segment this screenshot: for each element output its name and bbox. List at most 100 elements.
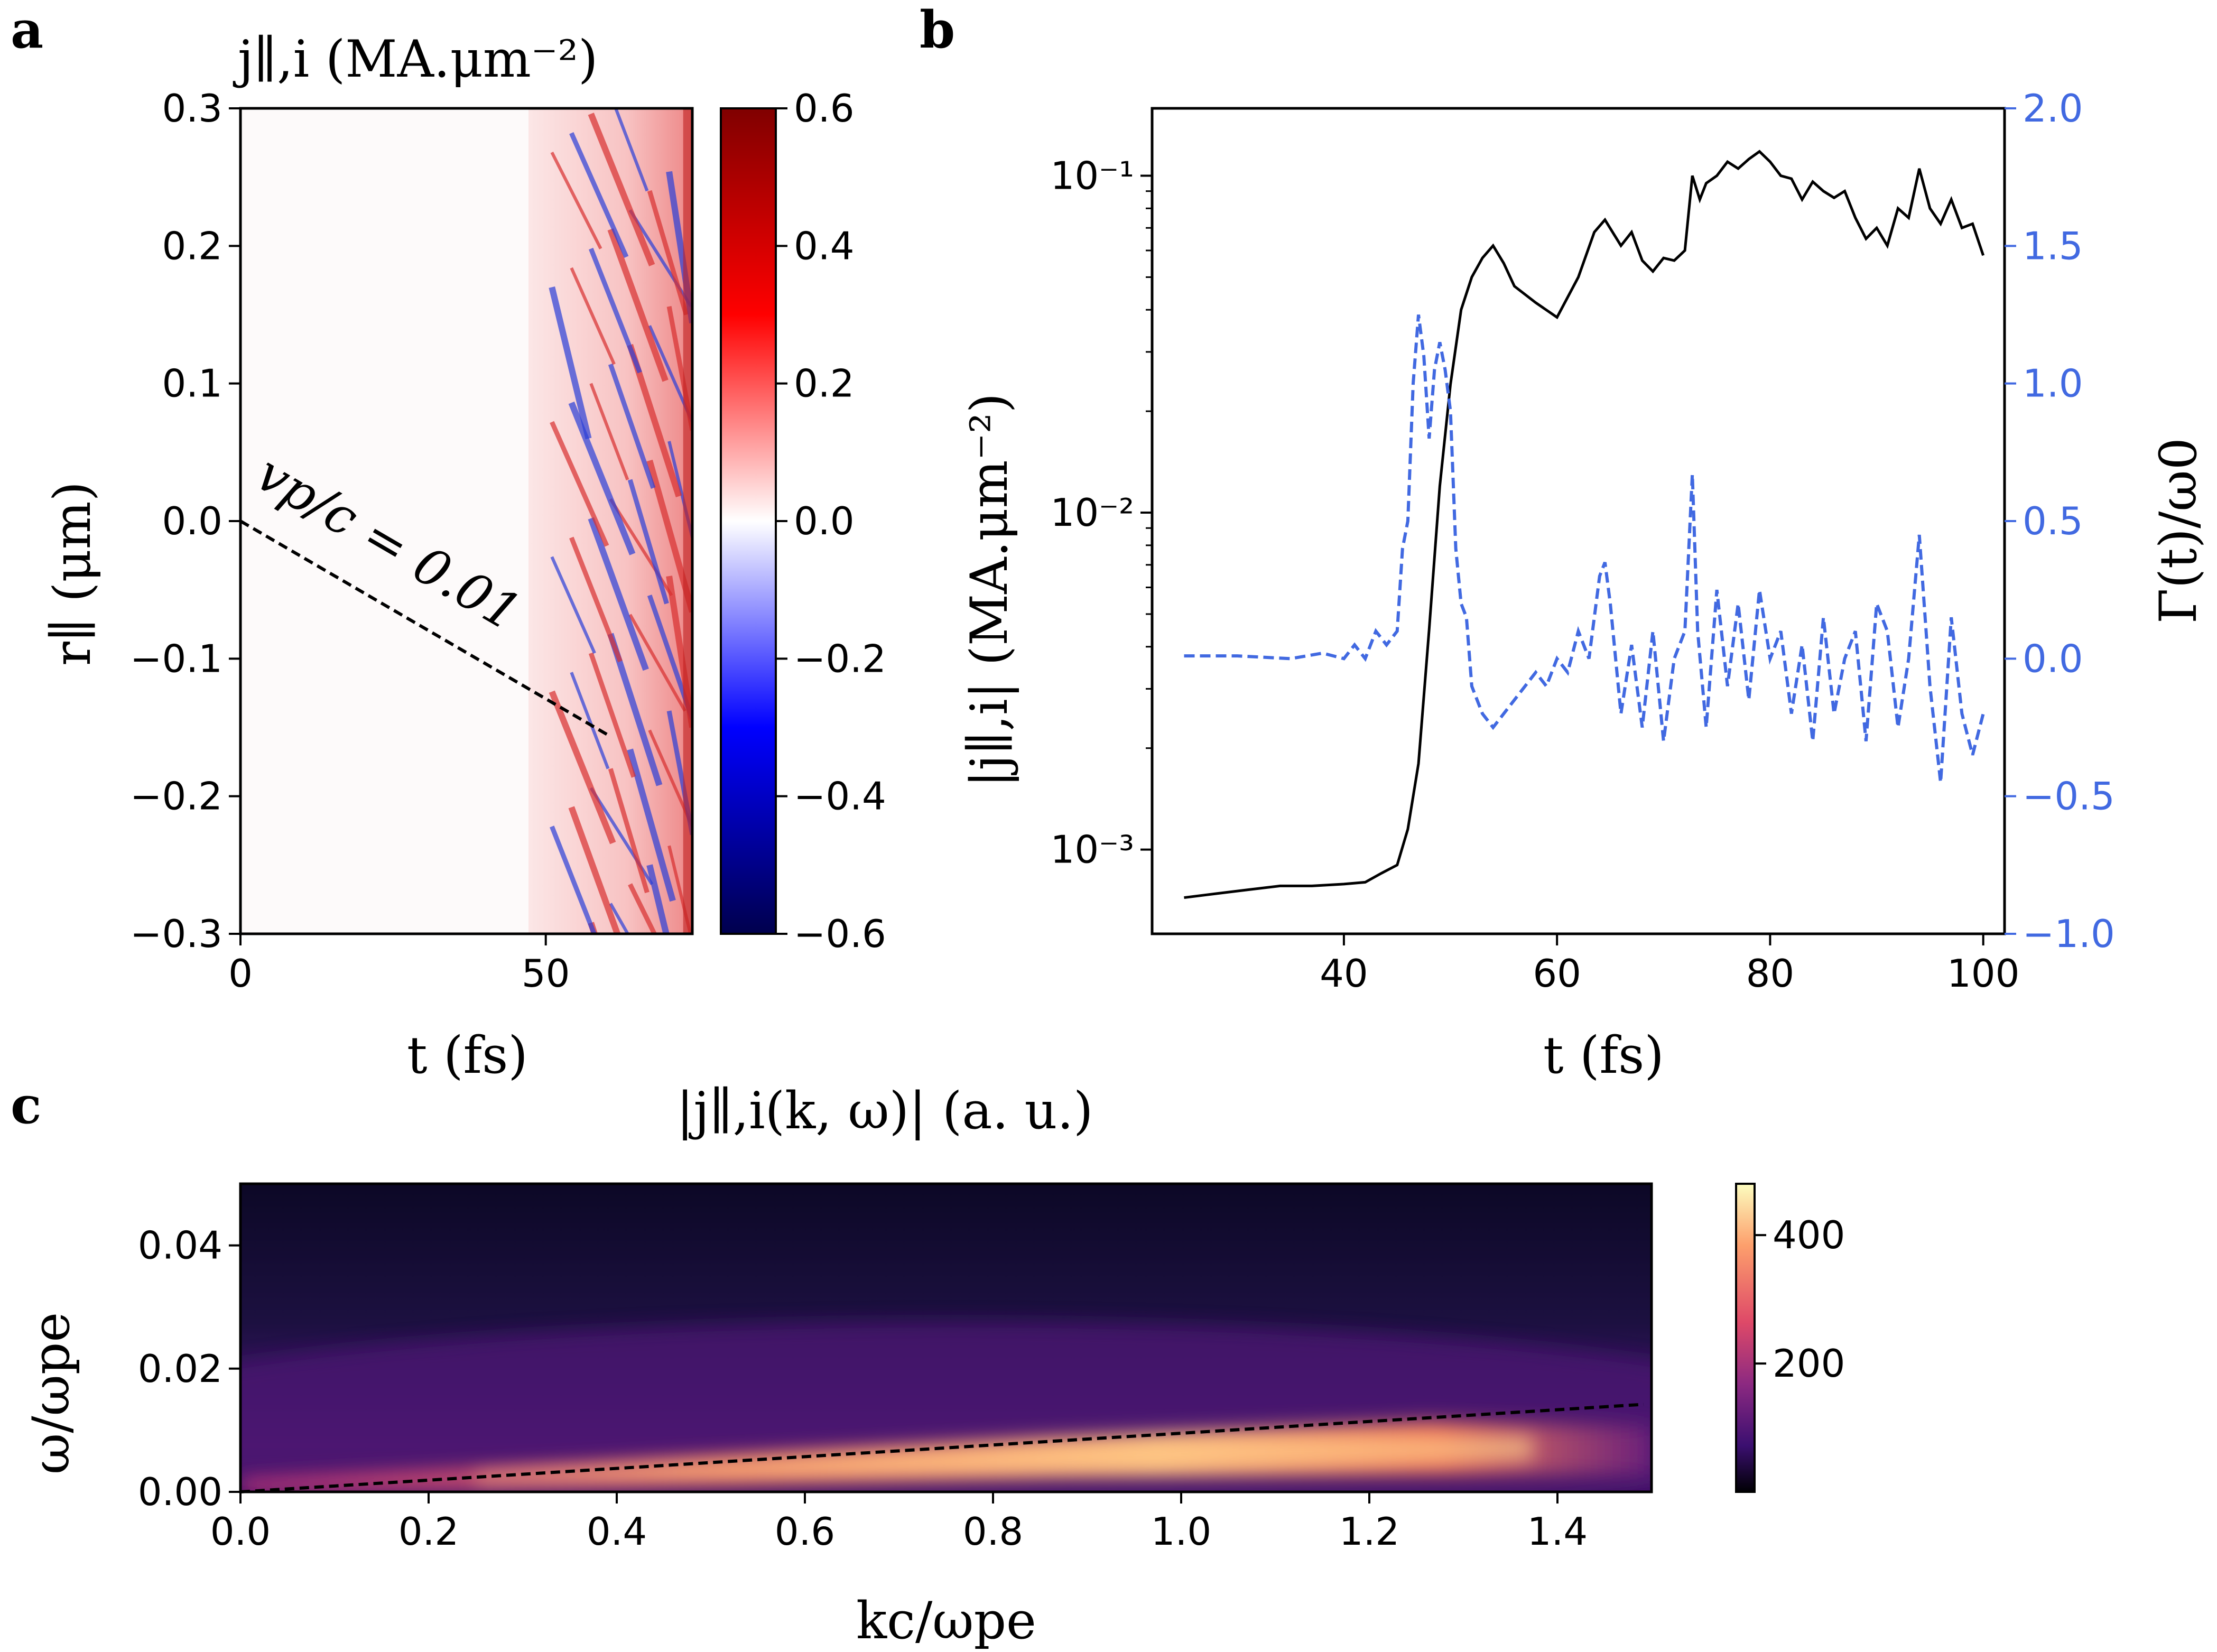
panel-a-striation	[570, 672, 610, 769]
panel-b-ytick-left-label: 10⁻³	[1051, 828, 1134, 872]
panel-c-xtick-label: 0.6	[775, 1509, 836, 1554]
panel-a-xlabel: t (fs)	[407, 1026, 528, 1085]
panel-b-ytick-right-label: 1.0	[2023, 361, 2083, 406]
panel-c-ytick-label: 0.00	[138, 1470, 222, 1514]
panel-b-ytick-right-label: 0.0	[2023, 636, 2083, 681]
panel-a-striations	[549, 108, 692, 1066]
panel-c-ylabel: ω/ωpe	[22, 1312, 81, 1474]
panel-c-dispersion-line	[240, 1403, 1644, 1493]
panel-a-striation	[609, 903, 630, 934]
panel-b-ylabel-left: |j∥,i| (MA.μm⁻²)	[960, 393, 1019, 787]
panel-b-ylabel-right: Γ(t)/ω0	[2149, 438, 2208, 624]
panel-a-striation	[608, 768, 650, 894]
panel-a-striation	[549, 690, 616, 844]
panel-a-striation	[607, 228, 669, 382]
panel-a-ytick-label: 0.1	[162, 361, 222, 406]
panel-a-striation	[646, 864, 670, 934]
panel-a-cbar-label: 0.0	[794, 499, 855, 543]
panel-a-axes: 0 50 −0.3 −0.2 −0.1 0.0 0.1 0.2 0.3	[130, 86, 570, 996]
panel-b-ytick-right-label: 0.5	[2023, 499, 2083, 543]
panel-b-letter: b	[920, 0, 955, 60]
panel-a-cbar-label: 0.6	[794, 86, 855, 131]
panel-c-ytick-label: 0.04	[138, 1223, 222, 1268]
panel-a-striation	[569, 132, 629, 258]
panel-b-xtick-label: 80	[1746, 951, 1795, 996]
panel-a-ytick-label: −0.1	[130, 636, 222, 681]
panel-c-cbar-label: 400	[1773, 1213, 1845, 1257]
panel-a-cbar-label: −0.2	[794, 636, 886, 681]
series-current-magnitude	[1184, 150, 1985, 899]
panel-b-xtick-label: 100	[1947, 951, 2019, 996]
panel-c-xtick-label: 1.2	[1339, 1509, 1400, 1554]
panel-c-title: |j∥,i(k, ω)| (a. u.)	[676, 1081, 1093, 1140]
panel-b: 40 60 80 100 10⁻¹ 10⁻² 10⁻³ 2.0 1.5 1.0 0.5 0.0 −0.5…	[960, 86, 2208, 1085]
panel-b-ytick-left-label: 10⁻¹	[1051, 154, 1134, 198]
panel-a-striation	[550, 151, 602, 249]
panel-c-letter: c	[11, 1075, 41, 1135]
panel-b-xlabel: t (fs)	[1543, 1026, 1664, 1085]
panel-b-frame	[1151, 107, 2006, 935]
panel-a-striation	[568, 401, 636, 555]
panel-a-ylabel: r∥ (μm)	[43, 481, 102, 666]
panel-a-striation	[627, 479, 669, 605]
panel-a-cbar-label: 0.4	[794, 224, 855, 268]
panel-a-striation	[550, 421, 609, 547]
panel-c-xtick-label: 0.8	[963, 1509, 1024, 1554]
panel-a-striation	[588, 517, 649, 671]
panel-b-ytick-right-label: 1.5	[2023, 224, 2083, 268]
panel-a-ytick-label: −0.3	[130, 912, 222, 956]
panel-a-cbar-label: −0.6	[794, 912, 886, 956]
panel-a-cbar-label: −0.4	[794, 774, 886, 819]
panel-c-xtick-label: 0.2	[398, 1509, 459, 1554]
panel-a-xtick-label: 50	[522, 951, 570, 996]
panel-a-striation	[647, 190, 689, 315]
panel-c-colorbar-ticks: 400 200	[1755, 1213, 1845, 1386]
panel-a-striation	[608, 363, 656, 489]
vp-annotation-line	[239, 519, 608, 736]
panel-a-striation	[628, 614, 687, 712]
panel-a-colorbar	[720, 107, 777, 935]
panel-c-heatmap	[240, 1184, 1652, 1492]
panel-a-striation	[570, 267, 616, 365]
panel-a-ytick-label: −0.2	[130, 774, 222, 819]
panel-c-xlabel: kc/ωpe	[856, 1591, 1036, 1650]
panel-c-ytick-label: 0.02	[138, 1347, 222, 1391]
panel-a-striation	[588, 922, 598, 934]
panel-a-ytick-label: 0.0	[162, 499, 222, 543]
panel-a-colorbar-ticks: 0.6 0.4 0.2 0.0 −0.2 −0.4 −0.6	[776, 86, 886, 956]
panel-b-ytick-right-label: −0.5	[2023, 774, 2115, 819]
panel-a: j∥,i (MA.μm⁻²) 0 50−0.3−0.2−0.10.00.10.20…	[43, 30, 886, 1085]
panel-c-xtick-label: 1.4	[1527, 1509, 1588, 1554]
panel-a-striation	[571, 942, 614, 1066]
panel-a-edge	[683, 108, 692, 934]
panel-b-axes: 40 60 80 100 10⁻¹ 10⁻² 10⁻³ 2.0 1.5 1.0 0.5 0.0 −0.5…	[1051, 86, 2115, 996]
panel-a-striation	[588, 652, 636, 778]
series-growth-rate	[1184, 314, 1985, 783]
panel-a-ytick-label: 0.3	[162, 86, 222, 131]
panel-a-striation	[549, 286, 592, 440]
panel-a-striation	[588, 113, 655, 267]
panel-c-xtick-label: 0.4	[587, 1509, 647, 1554]
panel-c-xtick-label: 1.0	[1151, 1509, 1212, 1554]
panel-b-ytick-right-label: −1.0	[2023, 912, 2115, 956]
panel-b-ytick-right-label: 2.0	[2023, 86, 2083, 131]
panel-c: |j∥,i(k, ω)| (a. u.) 0.0 0.2 0.4 0.6 0.8 1.0 1…	[22, 1081, 1845, 1650]
panel-a-letter: a	[11, 0, 43, 60]
panel-c-xtick-label: 0.0	[210, 1509, 271, 1554]
panel-a-cbar-label: 0.2	[794, 361, 855, 406]
panel-c-frame	[239, 1182, 1653, 1493]
panel-a-striation	[589, 383, 629, 480]
panel-a-xtick-label: 0	[228, 951, 253, 996]
panel-a-striation	[550, 825, 597, 934]
panel-b-ytick-left-label: 10⁻²	[1051, 490, 1134, 535]
panel-a-striation	[569, 536, 623, 663]
panel-a-ytick-label: 0.2	[162, 224, 222, 268]
panel-c-axes: 0.0 0.2 0.4 0.6 0.8 1.0 1.2 1.4 0.00 0.02 0.04	[138, 1223, 1588, 1554]
panel-a-heatmap	[240, 108, 692, 1066]
panel-c-cbar-label: 200	[1773, 1341, 1845, 1386]
panel-a-title: j∥,i (MA.μm⁻²)	[233, 30, 598, 89]
panel-b-xtick-label: 40	[1320, 951, 1368, 996]
panel-b-xtick-label: 60	[1533, 951, 1581, 996]
panel-a-striation	[550, 556, 596, 654]
